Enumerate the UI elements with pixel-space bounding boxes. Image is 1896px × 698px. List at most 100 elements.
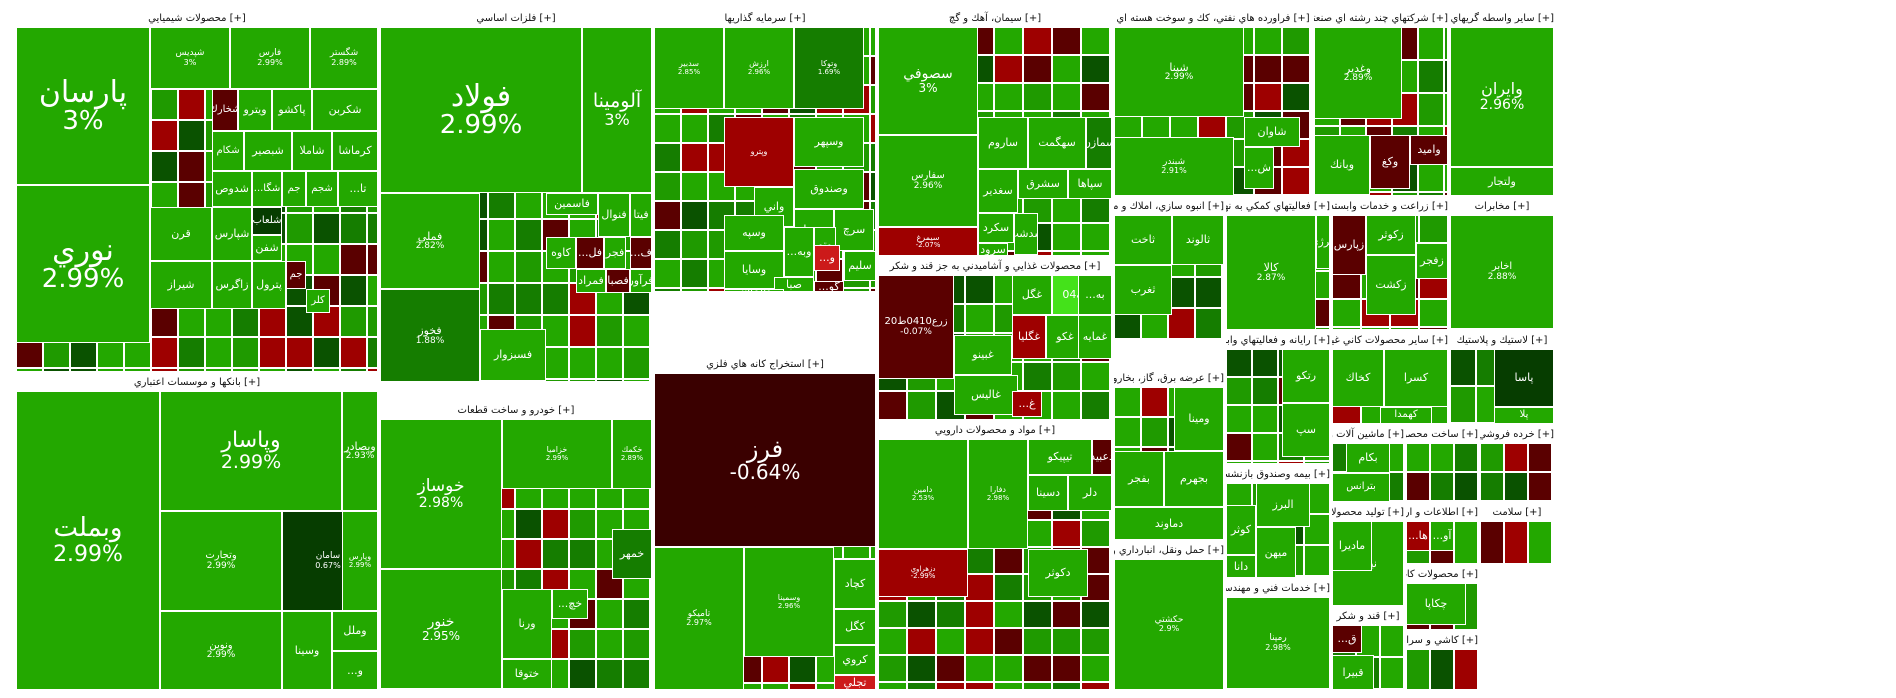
treemap-small-cell[interactable] bbox=[1110, 251, 1112, 256]
treemap-small-cell[interactable] bbox=[70, 368, 97, 372]
sector-title[interactable]: [+] حمل ونقل، انبارداري و ارتباطات bbox=[1114, 542, 1224, 560]
treemap-small-cell[interactable] bbox=[1222, 339, 1224, 341]
treemap-small-cell[interactable] bbox=[1552, 501, 1554, 503]
treemap-small-cell[interactable] bbox=[1504, 501, 1528, 503]
treemap-small-cell[interactable] bbox=[1304, 461, 1330, 464]
treemap-small-cell[interactable] bbox=[1454, 521, 1478, 564]
treemap-small-cell[interactable] bbox=[1310, 27, 1312, 55]
stock-tile[interactable]: شيراز bbox=[150, 261, 212, 309]
treemap-small-cell[interactable] bbox=[965, 574, 994, 601]
sector-title[interactable]: [+] ساخت محصولات فلزي bbox=[1406, 426, 1478, 444]
stock-tile[interactable]: شگا... bbox=[252, 171, 282, 207]
treemap-small-cell[interactable] bbox=[965, 682, 994, 690]
treemap-small-cell[interactable] bbox=[1418, 60, 1444, 93]
treemap-small-cell[interactable] bbox=[1282, 167, 1310, 195]
treemap-small-cell[interactable] bbox=[1110, 27, 1112, 55]
treemap-small-cell[interactable] bbox=[1052, 251, 1081, 256]
treemap-small-cell[interactable] bbox=[1278, 461, 1304, 464]
stock-tile[interactable]: آلومينا 3% bbox=[582, 27, 652, 193]
treemap-small-cell[interactable] bbox=[1254, 195, 1282, 197]
treemap-small-cell[interactable] bbox=[178, 89, 205, 120]
stock-tile[interactable]: و... bbox=[332, 651, 378, 690]
treemap-small-cell[interactable] bbox=[340, 368, 367, 372]
treemap-small-cell[interactable] bbox=[1052, 682, 1081, 690]
stock-tile[interactable]: زفجر bbox=[1416, 243, 1448, 279]
stock-tile[interactable]: جم bbox=[282, 171, 306, 207]
stock-tile[interactable]: ها... bbox=[1406, 521, 1430, 551]
stock-tile[interactable]: سشرق bbox=[1018, 169, 1068, 199]
stock-tile[interactable]: فملي 2.82% bbox=[380, 193, 480, 289]
treemap-small-cell[interactable] bbox=[870, 85, 876, 114]
treemap-small-cell[interactable] bbox=[965, 628, 994, 655]
treemap-small-cell[interactable] bbox=[1430, 443, 1454, 472]
stock-tile[interactable]: البرز bbox=[1256, 483, 1310, 527]
treemap-small-cell[interactable] bbox=[936, 601, 965, 628]
treemap-small-cell[interactable] bbox=[1528, 443, 1552, 472]
treemap-small-cell[interactable] bbox=[232, 337, 259, 368]
treemap-small-cell[interactable] bbox=[286, 213, 313, 244]
treemap-small-cell[interactable] bbox=[1406, 472, 1430, 501]
stock-tile[interactable]: وملل bbox=[332, 611, 378, 651]
treemap-small-cell[interactable] bbox=[313, 337, 340, 368]
treemap-small-cell[interactable] bbox=[232, 368, 259, 372]
stock-tile[interactable]: كگل bbox=[834, 609, 876, 645]
stock-tile[interactable]: حكشتي 2.9% bbox=[1114, 559, 1224, 690]
stock-tile[interactable]: به... bbox=[1078, 275, 1112, 315]
treemap-small-cell[interactable] bbox=[1226, 195, 1254, 197]
treemap-small-cell[interactable] bbox=[1450, 423, 1476, 425]
treemap-small-cell[interactable] bbox=[654, 201, 681, 230]
sector-title[interactable]: [+] خدمات فني و مهندسي bbox=[1226, 580, 1330, 598]
treemap-small-cell[interactable] bbox=[870, 143, 876, 172]
stock-tile[interactable]: ونوين 2.99% bbox=[160, 611, 282, 690]
treemap-small-cell[interactable] bbox=[1110, 601, 1112, 628]
treemap-small-cell[interactable] bbox=[1504, 521, 1528, 564]
treemap-small-cell[interactable] bbox=[1310, 195, 1312, 197]
stock-tile[interactable]: خكمك 2.89% bbox=[612, 419, 652, 489]
treemap-small-cell[interactable] bbox=[1081, 520, 1110, 547]
treemap-small-cell[interactable] bbox=[1480, 521, 1504, 564]
treemap-small-cell[interactable] bbox=[1023, 83, 1052, 111]
treemap-small-cell[interactable] bbox=[1252, 433, 1278, 461]
treemap-small-cell[interactable] bbox=[1310, 83, 1312, 111]
stock-tile[interactable]: جم bbox=[286, 261, 306, 289]
stock-tile[interactable]: دفارا 2.98% bbox=[968, 439, 1028, 549]
treemap-small-cell[interactable] bbox=[1310, 167, 1312, 195]
sector-title[interactable]: [+] قند و شكر bbox=[1332, 608, 1404, 626]
treemap-small-cell[interactable] bbox=[1282, 83, 1310, 111]
treemap-small-cell[interactable] bbox=[878, 655, 907, 682]
treemap-small-cell[interactable] bbox=[650, 659, 652, 689]
sector-title[interactable]: [+] سيمان، آهك و گچ bbox=[878, 10, 1112, 28]
sector-title[interactable]: [+] سرمايه گذاريها bbox=[654, 10, 876, 28]
treemap-small-cell[interactable] bbox=[1168, 339, 1195, 341]
treemap-small-cell[interactable] bbox=[542, 689, 569, 691]
treemap-small-cell[interactable] bbox=[1552, 443, 1554, 472]
stock-tile[interactable]: فنوال bbox=[598, 193, 630, 237]
sector-title[interactable]: [+] شركتهاي چند رشته اي صنعتي bbox=[1314, 10, 1448, 28]
stock-tile[interactable]: شبندر 2.91% bbox=[1114, 137, 1234, 196]
stock-tile[interactable]: شكام bbox=[212, 131, 244, 171]
treemap-small-cell[interactable] bbox=[1454, 443, 1478, 472]
treemap-small-cell[interactable] bbox=[1081, 251, 1110, 256]
stock-tile[interactable]: بترانس bbox=[1332, 473, 1390, 502]
treemap-small-cell[interactable] bbox=[380, 689, 407, 691]
stock-tile[interactable]: وپاسار 2.99% bbox=[160, 391, 342, 511]
stock-tile[interactable]: پارسان 3% bbox=[16, 27, 150, 185]
stock-tile[interactable]: شجم bbox=[306, 171, 338, 207]
treemap-small-cell[interactable] bbox=[681, 201, 708, 230]
treemap-small-cell[interactable] bbox=[1222, 308, 1224, 339]
treemap-small-cell[interactable] bbox=[542, 283, 569, 315]
treemap-small-cell[interactable] bbox=[1110, 223, 1112, 251]
stock-tile[interactable]: دامين 2.53% bbox=[878, 439, 968, 549]
treemap-small-cell[interactable] bbox=[1430, 501, 1454, 503]
treemap-small-cell[interactable] bbox=[1418, 192, 1444, 196]
sector-title[interactable]: [+] انبوه سازي، املاك و مستغلات bbox=[1114, 198, 1224, 216]
treemap-small-cell[interactable] bbox=[1252, 461, 1278, 464]
treemap-small-cell[interactable] bbox=[965, 304, 994, 333]
stock-tile[interactable]: وسمينا 2.96% bbox=[744, 547, 834, 657]
treemap-small-cell[interactable] bbox=[623, 315, 650, 347]
treemap-small-cell[interactable] bbox=[286, 368, 313, 372]
treemap-small-cell[interactable] bbox=[1195, 339, 1222, 341]
treemap-small-cell[interactable] bbox=[1081, 391, 1110, 420]
treemap-small-cell[interactable] bbox=[286, 337, 313, 368]
stock-tile[interactable]: وصندوق bbox=[794, 169, 864, 209]
